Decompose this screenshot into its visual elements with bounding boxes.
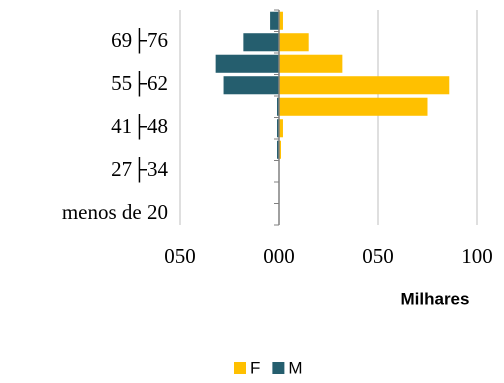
- legend-swatch: [272, 362, 285, 374]
- bar: [270, 11, 279, 30]
- bar: [279, 11, 283, 30]
- bar: [279, 54, 343, 73]
- x-tick-label: 050: [164, 244, 196, 268]
- bar: [279, 76, 450, 95]
- y-tick-label: 27├34: [111, 156, 168, 183]
- x-tick-label: 050: [362, 244, 394, 268]
- bar: [279, 119, 283, 138]
- bar: [279, 140, 281, 159]
- y-tick-label: menos de 20: [62, 200, 168, 224]
- bar: [279, 97, 428, 116]
- y-tick-label: 69├76: [111, 27, 168, 54]
- x-tick-label: 100: [461, 244, 493, 268]
- bar: [279, 33, 309, 52]
- x-tick-label: 000: [263, 244, 295, 268]
- bar: [243, 33, 279, 52]
- y-tick-label: 41├48: [111, 113, 168, 140]
- bar: [277, 140, 279, 159]
- y-tick-label: 55├62: [111, 70, 168, 97]
- legend-label: F: [250, 358, 260, 377]
- bar: [215, 54, 279, 73]
- x-axis-label: Milhares: [401, 289, 470, 308]
- bar: [277, 97, 279, 116]
- bar: [277, 119, 279, 138]
- legend-swatch: [234, 362, 246, 374]
- legend-label: M: [288, 358, 302, 377]
- bar: [223, 76, 279, 95]
